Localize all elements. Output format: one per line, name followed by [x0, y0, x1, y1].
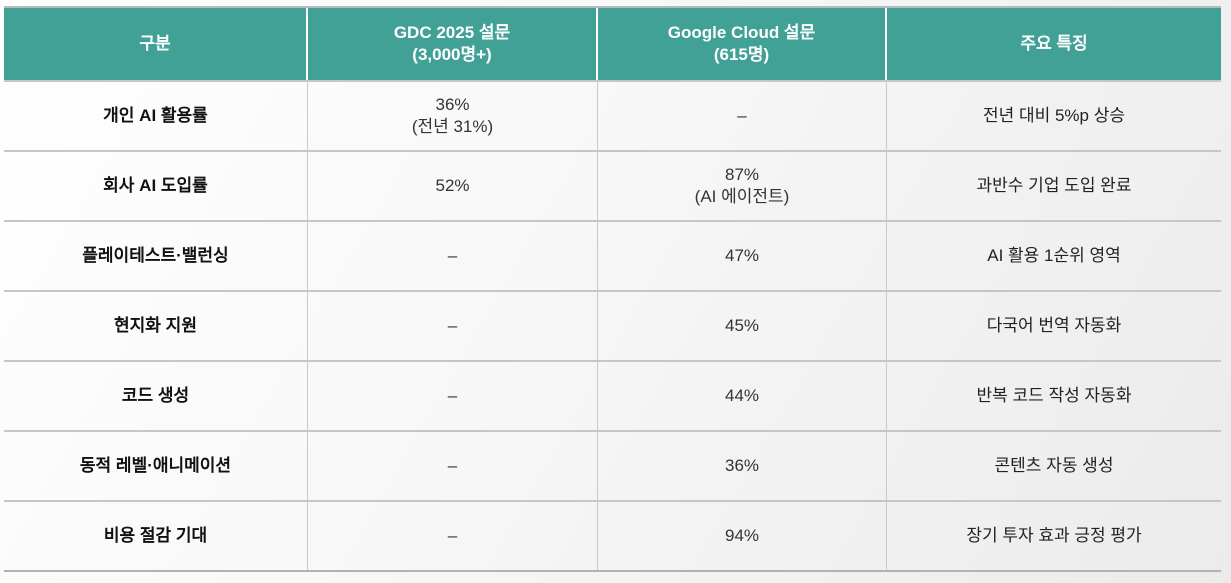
category-label: 플레이테스트·밸런싱	[82, 246, 229, 265]
table-row: 현지화 지원 – 45% 다국어 번역 자동화	[4, 290, 1221, 360]
gdc-value: –	[447, 386, 458, 405]
feature-cell: 장기 투자 효과 긍정 평가	[887, 500, 1221, 570]
cloud-value: 36%	[724, 456, 760, 475]
gdc-value-cell: –	[308, 360, 598, 430]
column-header-sublabel: (615명)	[713, 45, 770, 64]
gdc-value: –	[447, 456, 458, 475]
table-row: 비용 절감 기대 – 94% 장기 투자 효과 긍정 평가	[4, 500, 1221, 570]
gdc-subvalue: (전년 31%)	[411, 117, 494, 136]
gdc-value-cell: 36% (전년 31%)	[308, 80, 598, 150]
table-row: 동적 레벨·애니메이션 – 36% 콘텐츠 자동 생성	[4, 430, 1221, 500]
feature-label: 전년 대비 5%p 상승	[982, 106, 1126, 125]
comparison-table: 구분 GDC 2025 설문 (3,000명+) Google Cloud 설문…	[4, 6, 1221, 572]
feature-cell: 콘텐츠 자동 생성	[887, 430, 1221, 500]
feature-label: 콘텐츠 자동 생성	[994, 456, 1114, 475]
gdc-value: –	[447, 526, 458, 545]
category-label: 비용 절감 기대	[103, 526, 208, 545]
category-label: 개인 AI 활용률	[103, 106, 208, 125]
table-header-row: 구분 GDC 2025 설문 (3,000명+) Google Cloud 설문…	[4, 8, 1221, 80]
cloud-value-cell: 44%	[598, 360, 887, 430]
feature-label: AI 활용 1순위 영역	[987, 246, 1121, 265]
cloud-value-cell: 36%	[598, 430, 887, 500]
cloud-value-cell: 47%	[598, 220, 887, 290]
category-cell: 현지화 지원	[4, 290, 308, 360]
table-row: 플레이테스트·밸런싱 – 47% AI 활용 1순위 영역	[4, 220, 1221, 290]
gdc-value: –	[447, 316, 458, 335]
category-cell: 플레이테스트·밸런싱	[4, 220, 308, 290]
column-header-google-cloud-survey: Google Cloud 설문 (615명)	[598, 8, 887, 80]
column-header-label: 주요 특징	[1020, 34, 1088, 53]
feature-label: 장기 투자 효과 긍정 평가	[966, 526, 1142, 545]
table-row: 회사 AI 도입률 52% 87% (AI 에이전트) 과반수 기업 도입 완료	[4, 150, 1221, 220]
cloud-value-cell: 45%	[598, 290, 887, 360]
column-header-key-features: 주요 특징	[887, 8, 1221, 80]
feature-label: 반복 코드 작성 자동화	[976, 386, 1132, 405]
feature-cell: 다국어 번역 자동화	[887, 290, 1221, 360]
gdc-value: 52%	[435, 176, 470, 195]
gdc-value-cell: –	[308, 500, 598, 570]
cloud-subvalue: (AI 에이전트)	[694, 187, 790, 206]
cloud-value: 45%	[724, 316, 760, 335]
category-label: 코드 생성	[121, 386, 190, 405]
cloud-value-cell: 94%	[598, 500, 887, 570]
category-cell: 개인 AI 활용률	[4, 80, 308, 150]
category-cell: 비용 절감 기대	[4, 500, 308, 570]
table-row: 코드 생성 – 44% 반복 코드 작성 자동화	[4, 360, 1221, 430]
cloud-value: 44%	[724, 386, 760, 405]
feature-label: 과반수 기업 도입 완료	[976, 176, 1132, 195]
column-header-gdc-survey: GDC 2025 설문 (3,000명+)	[308, 8, 598, 80]
feature-cell: 반복 코드 작성 자동화	[887, 360, 1221, 430]
gdc-value: –	[447, 246, 458, 265]
feature-cell: 과반수 기업 도입 완료	[887, 150, 1221, 220]
feature-cell: AI 활용 1순위 영역	[887, 220, 1221, 290]
gdc-value-cell: –	[308, 220, 598, 290]
category-label: 회사 AI 도입률	[103, 176, 208, 195]
category-cell: 코드 생성	[4, 360, 308, 430]
cloud-value-cell: 87% (AI 에이전트)	[598, 150, 887, 220]
category-cell: 회사 AI 도입률	[4, 150, 308, 220]
column-header-label: GDC 2025 설문	[393, 23, 511, 42]
table-row: 개인 AI 활용률 36% (전년 31%) – 전년 대비 5%p 상승	[4, 80, 1221, 150]
cloud-value: 94%	[724, 526, 760, 545]
cloud-value: 47%	[724, 246, 760, 265]
category-label: 동적 레벨·애니메이션	[79, 456, 232, 475]
cloud-value-cell: –	[598, 80, 887, 150]
gdc-value-cell: –	[308, 290, 598, 360]
cloud-value: –	[737, 106, 747, 125]
column-header-label: 구분	[139, 34, 171, 53]
column-header-label: Google Cloud 설문	[667, 23, 816, 42]
gdc-value: 36%	[435, 95, 470, 114]
feature-cell: 전년 대비 5%p 상승	[887, 80, 1221, 150]
gdc-value-cell: –	[308, 430, 598, 500]
column-header-sublabel: (3,000명+)	[412, 45, 492, 64]
category-label: 현지화 지원	[114, 316, 197, 335]
category-cell: 동적 레벨·애니메이션	[4, 430, 308, 500]
feature-label: 다국어 번역 자동화	[986, 316, 1122, 335]
gdc-value-cell: 52%	[308, 150, 598, 220]
column-header-category: 구분	[4, 8, 308, 80]
cloud-value: 87%	[724, 165, 760, 184]
